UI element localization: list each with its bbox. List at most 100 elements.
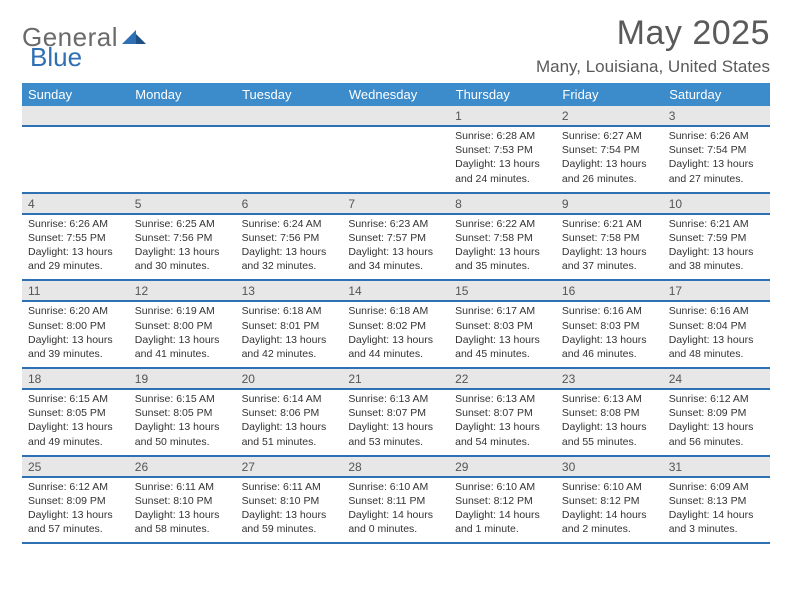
sunrise-text: Sunrise: 6:13 AM [562,392,657,406]
sunset-text: Sunset: 8:00 PM [135,319,230,333]
info-cell: Sunrise: 6:17 AMSunset: 8:03 PMDaylight:… [449,301,556,368]
sunset-text: Sunset: 7:57 PM [348,231,443,245]
day-cell: 3 [663,106,770,126]
day-cell: 9 [556,193,663,214]
day-number: 23 [556,369,663,388]
day-info: Sunrise: 6:09 AMSunset: 8:13 PMDaylight:… [663,478,770,543]
daylight1-text: Daylight: 14 hours [348,508,443,522]
info-cell: Sunrise: 6:13 AMSunset: 8:07 PMDaylight:… [342,389,449,456]
sunrise-text: Sunrise: 6:11 AM [135,480,230,494]
sunset-text: Sunset: 8:09 PM [669,406,764,420]
info-cell: Sunrise: 6:15 AMSunset: 8:05 PMDaylight:… [22,389,129,456]
day-info: Sunrise: 6:24 AMSunset: 7:56 PMDaylight:… [236,215,343,280]
calendar-page: General May 2025 Many, Louisiana, United… [0,0,792,612]
day-number: 28 [342,457,449,476]
daylight1-text: Daylight: 13 hours [348,245,443,259]
logo-mark-icon [122,22,146,53]
info-cell: Sunrise: 6:10 AMSunset: 8:11 PMDaylight:… [342,477,449,544]
info-row: Sunrise: 6:26 AMSunset: 7:55 PMDaylight:… [22,214,770,281]
daylight2-text: and 48 minutes. [669,347,764,361]
weekday-header: Saturday [663,83,770,106]
info-cell: Sunrise: 6:26 AMSunset: 7:55 PMDaylight:… [22,214,129,281]
day-cell: 11 [22,280,129,301]
daylight1-text: Daylight: 13 hours [28,245,123,259]
day-info: Sunrise: 6:15 AMSunset: 8:05 PMDaylight:… [129,390,236,455]
day-number: 4 [22,194,129,213]
info-cell: Sunrise: 6:18 AMSunset: 8:01 PMDaylight:… [236,301,343,368]
sunrise-text: Sunrise: 6:13 AM [455,392,550,406]
sunset-text: Sunset: 7:58 PM [562,231,657,245]
daylight2-text: and 53 minutes. [348,435,443,449]
sunset-text: Sunset: 7:54 PM [562,143,657,157]
sunset-text: Sunset: 7:56 PM [242,231,337,245]
daylight2-text: and 2 minutes. [562,522,657,536]
daylight1-text: Daylight: 13 hours [135,333,230,347]
sunrise-text: Sunrise: 6:10 AM [455,480,550,494]
daylight1-text: Daylight: 14 hours [455,508,550,522]
day-info [22,127,129,187]
sunrise-text: Sunrise: 6:24 AM [242,217,337,231]
daylight2-text: and 24 minutes. [455,172,550,186]
day-info: Sunrise: 6:21 AMSunset: 7:59 PMDaylight:… [663,215,770,280]
daylight1-text: Daylight: 13 hours [669,245,764,259]
info-cell: Sunrise: 6:19 AMSunset: 8:00 PMDaylight:… [129,301,236,368]
sunset-text: Sunset: 7:53 PM [455,143,550,157]
day-cell: 29 [449,456,556,477]
day-number [22,106,129,124]
day-cell: 30 [556,456,663,477]
sunset-text: Sunset: 8:10 PM [242,494,337,508]
info-cell: Sunrise: 6:12 AMSunset: 8:09 PMDaylight:… [663,389,770,456]
sunrise-text: Sunrise: 6:19 AM [135,304,230,318]
info-cell: Sunrise: 6:10 AMSunset: 8:12 PMDaylight:… [556,477,663,544]
daylight2-text: and 55 minutes. [562,435,657,449]
sunset-text: Sunset: 7:54 PM [669,143,764,157]
day-number: 13 [236,281,343,300]
day-cell: 5 [129,193,236,214]
day-cell [342,106,449,126]
daylight1-text: Daylight: 13 hours [348,333,443,347]
daylight1-text: Daylight: 13 hours [455,157,550,171]
daynum-row: 25262728293031 [22,456,770,477]
info-cell: Sunrise: 6:21 AMSunset: 7:59 PMDaylight:… [663,214,770,281]
daylight2-text: and 50 minutes. [135,435,230,449]
day-cell: 18 [22,368,129,389]
daylight1-text: Daylight: 13 hours [242,420,337,434]
day-number: 3 [663,106,770,125]
daylight2-text: and 0 minutes. [348,522,443,536]
day-cell: 12 [129,280,236,301]
day-cell: 1 [449,106,556,126]
day-cell: 31 [663,456,770,477]
daynum-row: 45678910 [22,193,770,214]
sunrise-text: Sunrise: 6:10 AM [562,480,657,494]
daylight2-text: and 27 minutes. [669,172,764,186]
daylight1-text: Daylight: 13 hours [135,420,230,434]
sunset-text: Sunset: 8:10 PM [135,494,230,508]
day-cell: 26 [129,456,236,477]
daylight1-text: Daylight: 13 hours [28,508,123,522]
sunrise-text: Sunrise: 6:21 AM [562,217,657,231]
day-number: 17 [663,281,770,300]
daylight1-text: Daylight: 13 hours [562,333,657,347]
day-info: Sunrise: 6:21 AMSunset: 7:58 PMDaylight:… [556,215,663,280]
daylight2-text: and 49 minutes. [28,435,123,449]
sunset-text: Sunset: 8:09 PM [28,494,123,508]
day-cell [236,106,343,126]
sunrise-text: Sunrise: 6:15 AM [135,392,230,406]
daylight1-text: Daylight: 13 hours [135,508,230,522]
daylight2-text: and 46 minutes. [562,347,657,361]
daylight2-text: and 42 minutes. [242,347,337,361]
day-number: 26 [129,457,236,476]
day-number: 30 [556,457,663,476]
sunrise-text: Sunrise: 6:18 AM [348,304,443,318]
day-info: Sunrise: 6:12 AMSunset: 8:09 PMDaylight:… [663,390,770,455]
day-info: Sunrise: 6:11 AMSunset: 8:10 PMDaylight:… [236,478,343,543]
info-cell: Sunrise: 6:25 AMSunset: 7:56 PMDaylight:… [129,214,236,281]
weekday-header: Sunday [22,83,129,106]
day-info: Sunrise: 6:17 AMSunset: 8:03 PMDaylight:… [449,302,556,367]
daylight2-text: and 57 minutes. [28,522,123,536]
day-cell: 13 [236,280,343,301]
sunrise-text: Sunrise: 6:25 AM [135,217,230,231]
sunrise-text: Sunrise: 6:18 AM [242,304,337,318]
info-cell: Sunrise: 6:09 AMSunset: 8:13 PMDaylight:… [663,477,770,544]
day-cell: 22 [449,368,556,389]
